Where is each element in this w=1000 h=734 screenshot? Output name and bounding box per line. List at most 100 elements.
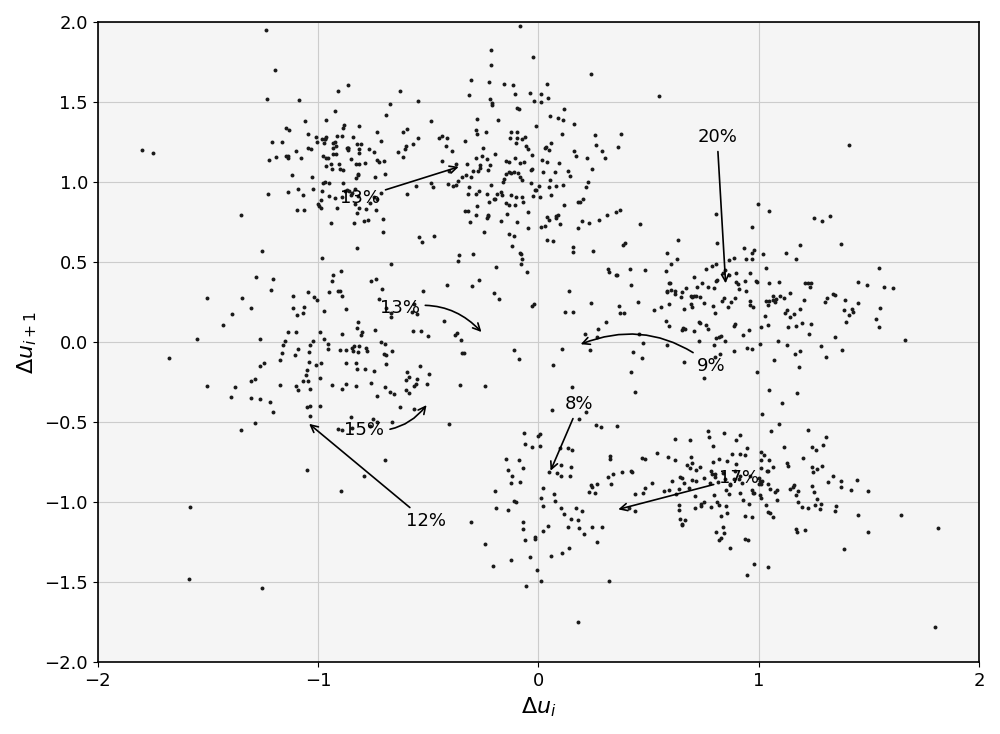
Point: [324, 163, 340, 175]
Point: [344, 343, 360, 355]
Point: [243, 302, 259, 314]
Point: [485, 560, 501, 572]
Point: [374, 283, 390, 295]
Point: [827, 331, 843, 343]
Point: [624, 466, 640, 478]
Point: [356, 470, 372, 482]
Point: [533, 87, 549, 99]
Point: [471, 275, 487, 286]
Point: [700, 426, 716, 437]
Point: [760, 562, 776, 573]
Point: [354, 326, 370, 338]
Point: [539, 235, 555, 247]
Point: [487, 194, 503, 206]
Point: [383, 258, 399, 270]
Point: [461, 90, 477, 101]
Point: [340, 79, 356, 90]
Point: [275, 339, 291, 351]
Text: 9%: 9%: [582, 334, 726, 375]
Point: [741, 498, 757, 509]
Point: [632, 218, 648, 230]
Point: [509, 126, 525, 138]
Point: [312, 326, 328, 338]
Point: [498, 454, 514, 465]
Point: [525, 51, 541, 62]
Point: [553, 459, 569, 470]
Point: [608, 206, 624, 218]
Point: [563, 513, 579, 525]
Point: [350, 316, 366, 328]
Point: [545, 360, 561, 371]
Point: [779, 457, 795, 469]
Point: [496, 78, 512, 90]
Point: [350, 170, 366, 181]
Point: [520, 222, 536, 234]
Point: [553, 470, 569, 482]
Point: [318, 131, 334, 143]
Point: [732, 429, 748, 441]
Point: [789, 388, 805, 399]
Point: [302, 410, 318, 422]
Point: [320, 338, 336, 350]
Point: [481, 76, 497, 88]
Point: [480, 209, 496, 221]
Point: [599, 209, 615, 221]
Point: [815, 440, 831, 451]
Point: [472, 162, 488, 174]
Point: [709, 496, 725, 508]
Point: [469, 128, 485, 139]
Point: [807, 500, 823, 512]
Point: [741, 324, 757, 335]
Point: [358, 343, 374, 355]
Point: [487, 148, 503, 160]
Point: [897, 334, 913, 346]
Point: [323, 217, 339, 229]
Point: [344, 186, 360, 198]
Point: [349, 242, 365, 254]
Point: [321, 190, 337, 202]
Point: [317, 133, 333, 145]
Point: [696, 472, 712, 484]
Point: [349, 322, 365, 334]
Point: [312, 400, 328, 412]
Point: [318, 160, 334, 172]
Point: [679, 459, 695, 470]
Point: [674, 473, 690, 484]
Point: [539, 211, 555, 223]
Point: [215, 319, 231, 330]
Point: [788, 320, 804, 332]
Point: [264, 137, 280, 148]
Point: [377, 454, 393, 465]
Point: [234, 291, 250, 303]
Point: [776, 440, 792, 452]
Point: [753, 454, 769, 465]
Point: [708, 332, 724, 344]
Point: [500, 464, 516, 476]
Point: [634, 352, 650, 364]
Point: [306, 291, 322, 302]
Point: [770, 335, 786, 346]
Point: [406, 380, 422, 392]
Point: [744, 484, 760, 496]
Point: [658, 265, 674, 277]
Point: [512, 21, 528, 32]
Point: [806, 487, 822, 498]
Point: [760, 465, 776, 477]
Point: [399, 188, 415, 200]
Point: [771, 277, 787, 288]
Point: [377, 381, 393, 393]
Point: [324, 275, 340, 287]
Point: [406, 298, 422, 310]
Point: [779, 304, 795, 316]
Point: [746, 244, 762, 255]
Point: [836, 304, 852, 316]
Point: [548, 180, 564, 192]
Point: [383, 308, 399, 319]
Point: [709, 274, 725, 286]
Point: [498, 155, 514, 167]
Point: [737, 511, 753, 523]
Point: [399, 123, 415, 135]
Point: [454, 347, 470, 359]
Point: [542, 174, 558, 186]
Point: [792, 302, 808, 314]
